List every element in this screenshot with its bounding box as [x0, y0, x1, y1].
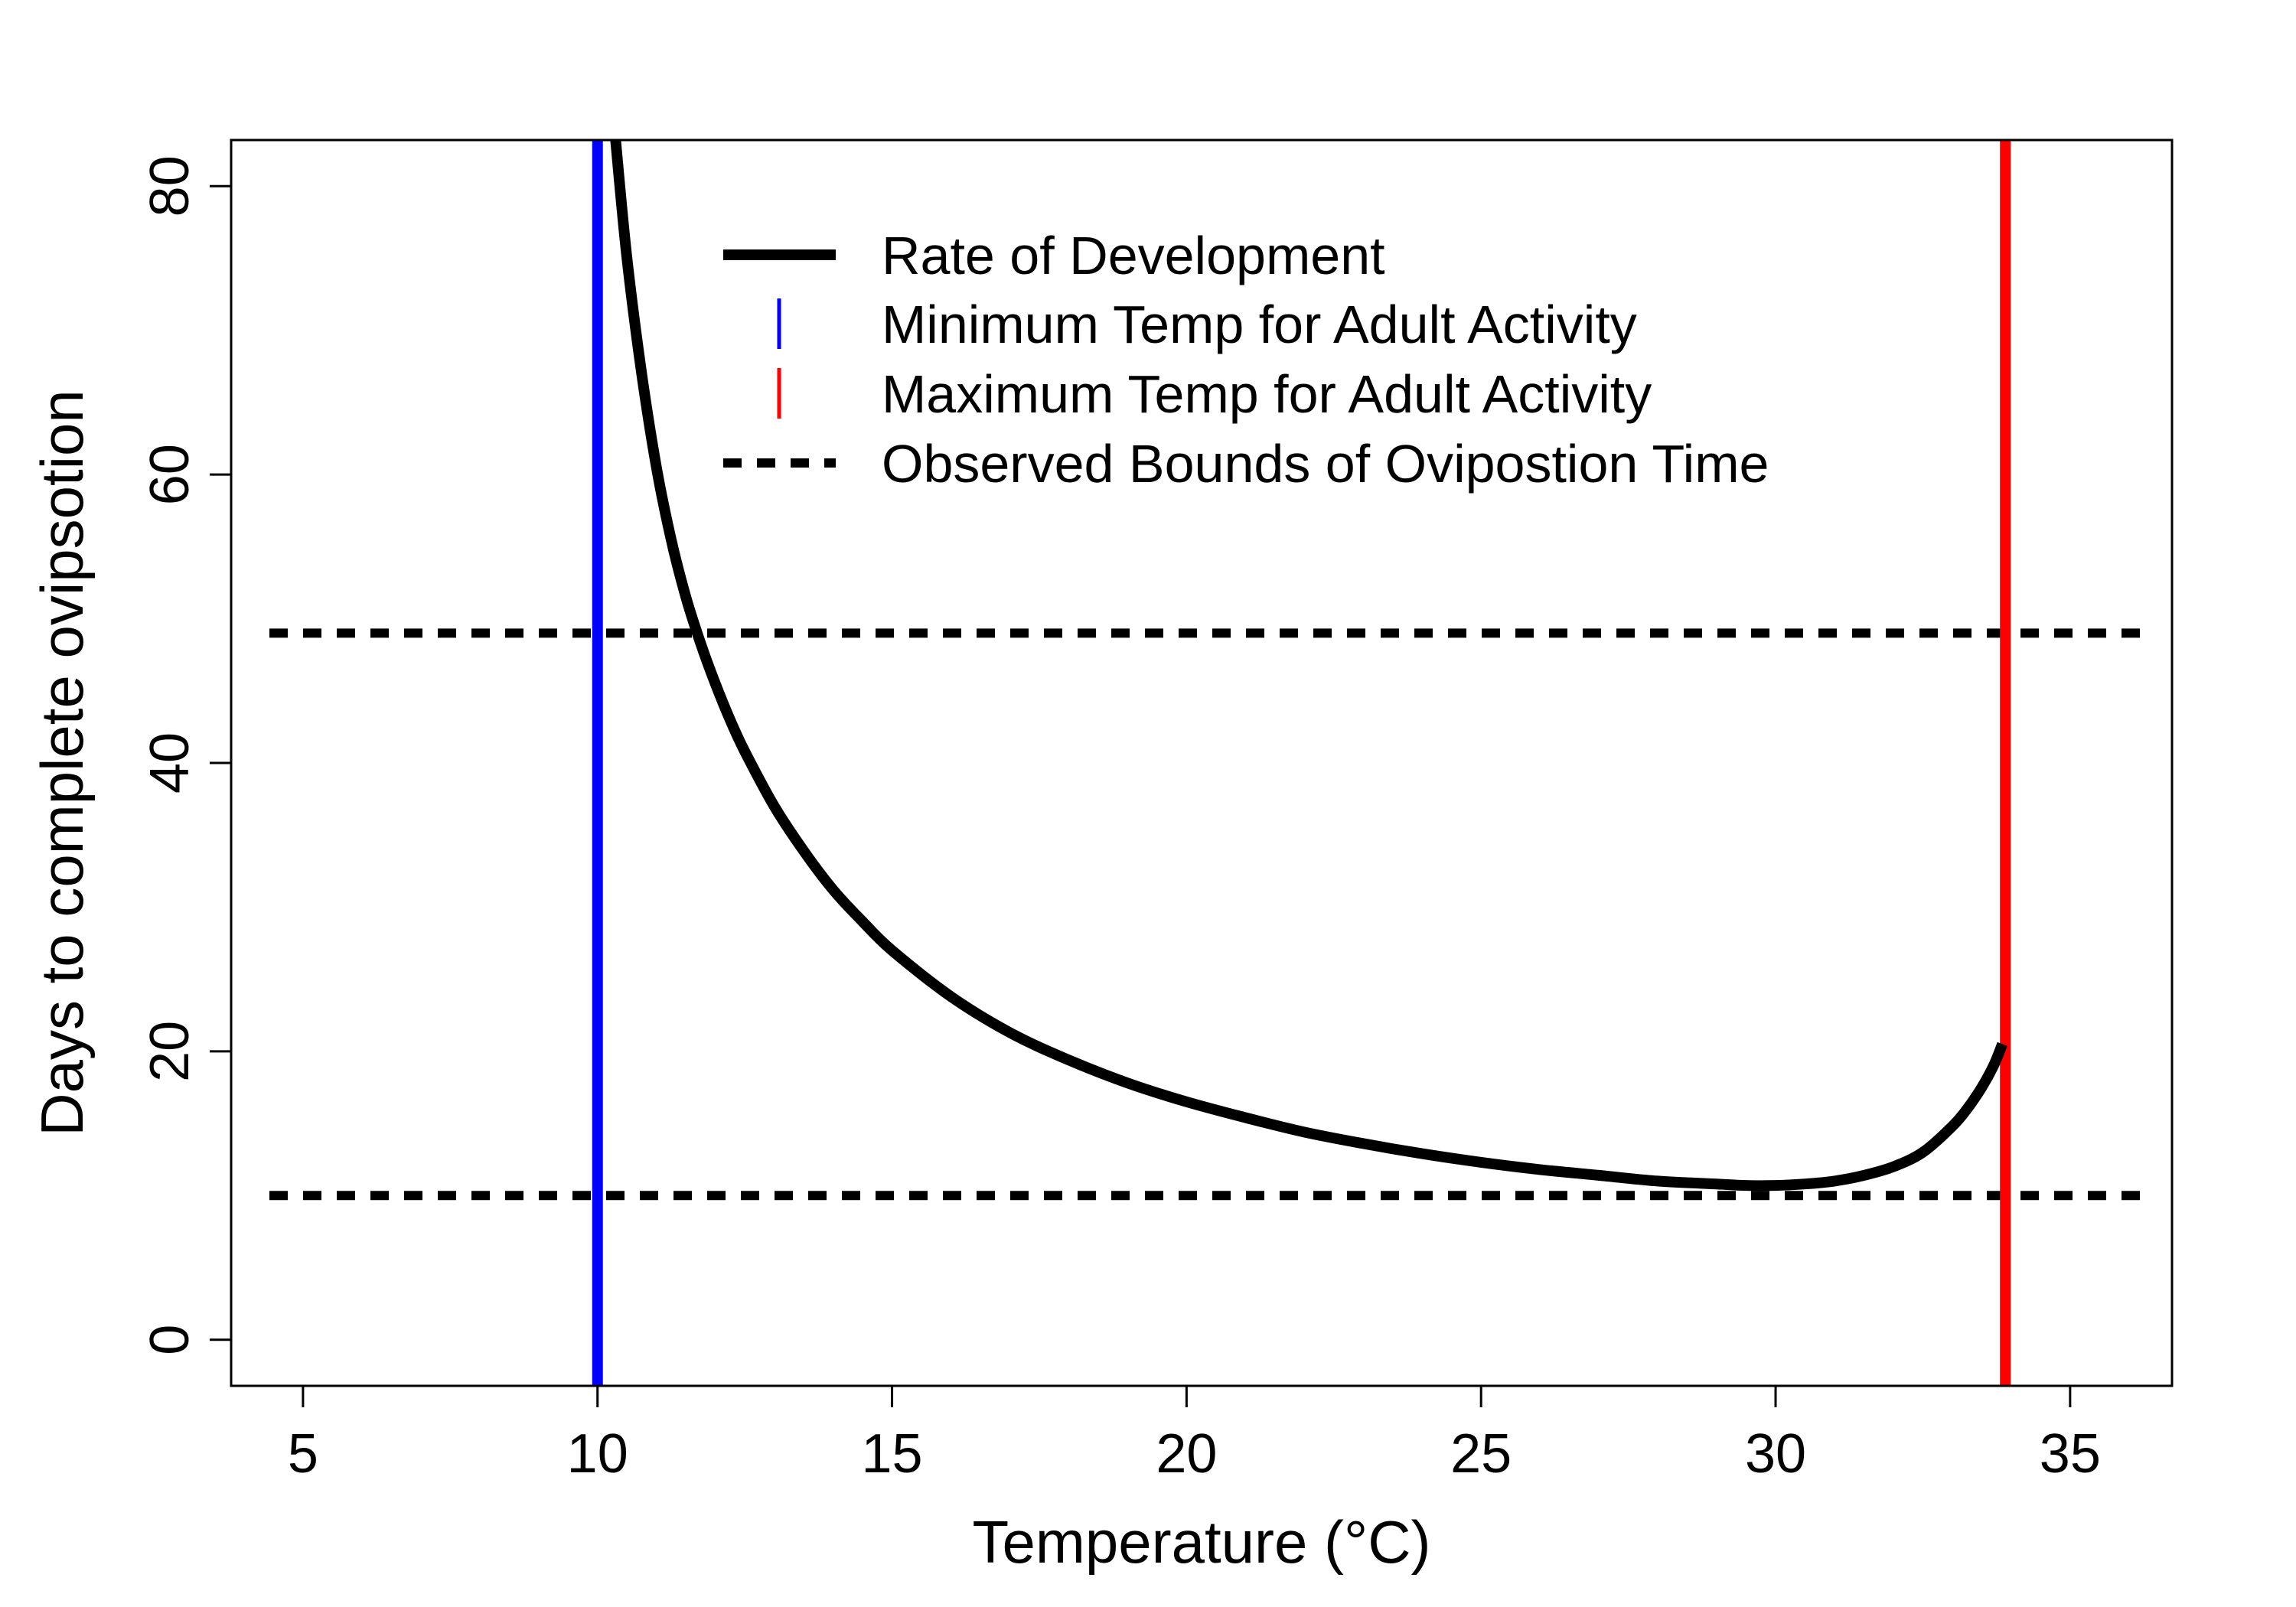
y-tick-label: 0	[139, 1325, 201, 1355]
y-tick-label: 20	[139, 1021, 201, 1082]
x-tick-label: 5	[288, 1423, 318, 1485]
legend-label: Minimum Temp for Adult Activity	[882, 295, 1637, 354]
legend: Rate of Development Minimum Temp for Adul…	[723, 226, 1769, 494]
x-axis: 5 10 15 20 25 30 35	[288, 1384, 2101, 1485]
x-tick-label: 10	[567, 1423, 628, 1485]
x-tick-label: 20	[1156, 1423, 1217, 1485]
x-tick-label: 15	[862, 1423, 923, 1485]
y-axis: 0 20 40 60 80	[139, 155, 233, 1355]
y-tick-label: 80	[139, 155, 201, 217]
x-tick-label: 30	[1745, 1423, 1806, 1485]
x-tick-label: 35	[2040, 1423, 2101, 1485]
plot-lines	[269, 140, 2148, 1386]
legend-label: Observed Bounds of Ovipostion Time	[882, 434, 1769, 494]
x-axis-title: Temperature (°C)	[972, 1508, 1430, 1576]
y-tick-label: 60	[139, 444, 201, 505]
legend-label: Rate of Development	[882, 226, 1385, 285]
y-axis-title: Days to complete ovipsotion	[28, 390, 96, 1136]
development-curve	[610, 140, 2007, 1191]
x-tick-label: 25	[1450, 1423, 1512, 1485]
legend-label: Maximum Temp for Adult Activity	[882, 364, 1652, 424]
y-tick-label: 40	[139, 732, 201, 794]
